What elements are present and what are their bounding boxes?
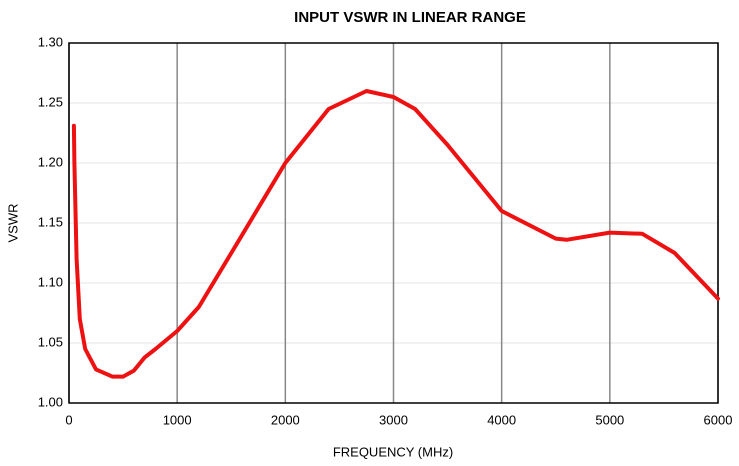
y-tick-label: 1.00 — [38, 394, 63, 409]
y-tick-label: 1.15 — [38, 214, 63, 229]
x-axis-label: FREQUENCY (MHz) — [333, 444, 453, 459]
x-tick-label: 6000 — [704, 412, 733, 427]
x-tick-label: 3000 — [379, 412, 408, 427]
x-tick-label: 0 — [65, 412, 72, 427]
x-tick-label: 2000 — [271, 412, 300, 427]
y-tick-label: 1.30 — [38, 34, 63, 49]
x-tick-label: 4000 — [487, 412, 516, 427]
chart-title: INPUT VSWR IN LINEAR RANGE — [294, 9, 526, 26]
x-tick-label: 5000 — [595, 412, 624, 427]
x-tick-label: 1000 — [163, 412, 192, 427]
y-axis-label: VSWR — [5, 204, 20, 243]
data-line — [71, 89, 720, 379]
y-tick-label: 1.25 — [38, 94, 63, 109]
y-tick-label: 1.05 — [38, 334, 63, 349]
y-tick-label: 1.20 — [38, 154, 63, 169]
plot-border — [68, 42, 719, 404]
y-tick-label: 1.10 — [38, 274, 63, 289]
